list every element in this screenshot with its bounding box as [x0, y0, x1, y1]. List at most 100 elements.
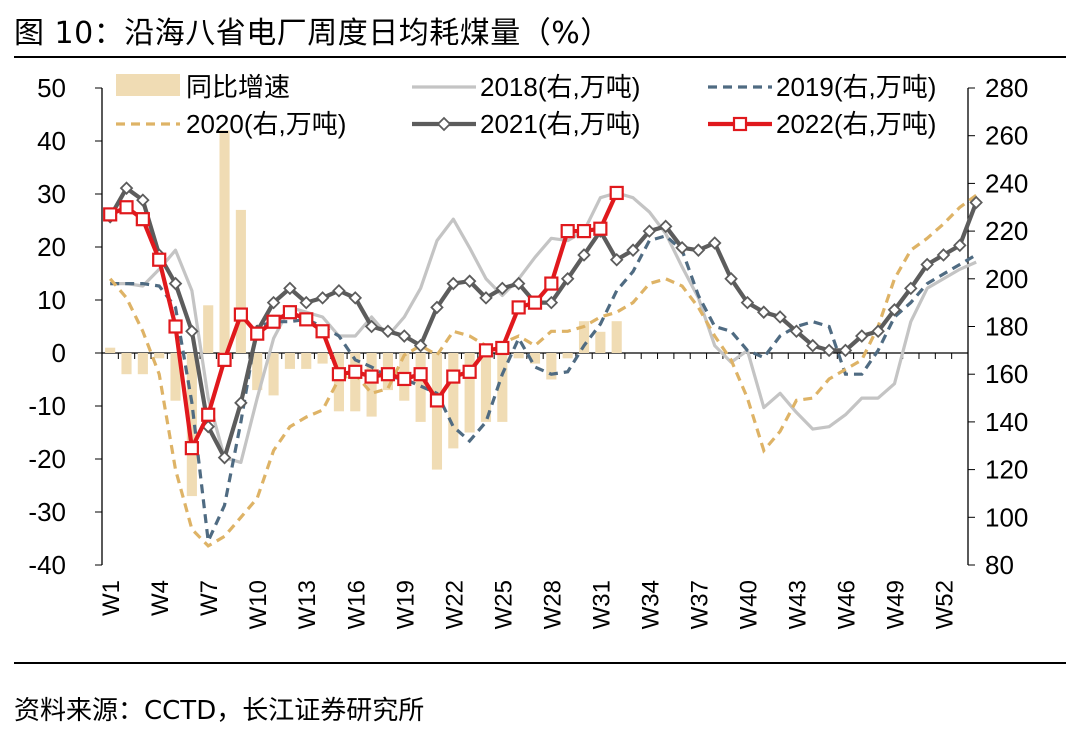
x-tick-label: W16	[343, 580, 370, 629]
legend-2021-label: 2021(右,万吨)	[480, 109, 640, 139]
bar	[546, 353, 557, 380]
series-2021-marker	[756, 305, 771, 319]
right-tick-label: 140	[985, 407, 1028, 437]
left-tick-label: 30	[37, 179, 66, 209]
x-tick-label: W43	[784, 580, 811, 629]
series-2022-marker	[429, 393, 445, 408]
bar	[252, 353, 263, 391]
legend-2022-label: 2022(右,万吨)	[776, 109, 936, 139]
series-2022-marker	[250, 326, 265, 341]
series-2021-marker	[936, 248, 951, 262]
series-2021-marker	[119, 181, 134, 195]
left-tick-label: 40	[37, 126, 66, 156]
legend-bars-label: 同比增速	[186, 72, 290, 102]
legend-2020-label: 2020(右,万吨)	[186, 109, 346, 139]
series-2021-marker	[773, 310, 787, 324]
series-2021-marker	[479, 291, 493, 305]
right-tick-label: 260	[985, 121, 1028, 151]
series-2021-marker	[446, 276, 461, 291]
bottom-rule	[14, 662, 1066, 664]
source-note: 资料来源：CCTD，长江证券研究所	[14, 696, 425, 726]
series-2022-marker	[217, 352, 232, 367]
series-2021-marker	[136, 193, 150, 207]
bar	[105, 347, 116, 353]
bar	[186, 353, 197, 497]
series-2021-marker	[609, 252, 624, 267]
series-2021-marker	[348, 291, 363, 305]
series-2022-marker	[233, 307, 248, 322]
series-2022-marker	[478, 343, 494, 358]
series-2021-marker	[642, 224, 657, 238]
legend-2022-marker	[732, 116, 748, 132]
bar	[154, 353, 165, 359]
bar	[464, 353, 475, 433]
series-2022-marker	[201, 407, 216, 422]
series-2021-marker	[283, 281, 297, 296]
x-tick-label: W1	[98, 580, 125, 616]
bar	[562, 353, 573, 359]
x-tick-label: W46	[833, 580, 860, 629]
series-2021-marker	[430, 300, 444, 315]
series-2022-marker	[495, 340, 510, 356]
x-tick-label: W52	[931, 580, 958, 629]
bar	[235, 209, 246, 353]
title-rule	[14, 56, 1066, 58]
series-2022-marker	[152, 252, 167, 267]
legend-2018-label: 2018(右,万吨)	[480, 72, 640, 102]
right-tick-label: 160	[985, 359, 1028, 389]
series-2021-marker	[168, 276, 183, 291]
bar	[284, 353, 295, 369]
series-2021-marker	[691, 243, 706, 257]
right-tick-label: 100	[985, 502, 1028, 532]
figure-title: 图 10：沿海八省电厂周度日均耗煤量（%）	[14, 16, 611, 51]
bar	[170, 353, 181, 401]
series-2022-marker	[348, 364, 363, 379]
series-2022-marker	[397, 371, 412, 387]
x-tick-label: W49	[882, 580, 909, 629]
series-2022-marker	[413, 367, 428, 382]
series-2021-marker	[969, 195, 983, 210]
series-2022-marker	[462, 364, 477, 379]
series-2022-marker	[364, 369, 379, 384]
x-tick-label: W25	[490, 580, 517, 629]
left-tick-label: -10	[28, 391, 66, 421]
right-tick-label: 240	[985, 168, 1028, 198]
x-tick-label: W4	[147, 580, 174, 616]
series-2022-marker	[609, 185, 624, 201]
series-2021-marker	[658, 219, 673, 234]
series-2022-marker	[544, 276, 559, 291]
series-2021-marker	[299, 295, 314, 310]
x-tick-label: W13	[294, 580, 321, 629]
x-tick-label: W28	[539, 580, 566, 629]
series-2021-marker	[675, 241, 689, 255]
x-tick-label: W40	[735, 580, 762, 629]
series-2020-line	[108, 194, 978, 548]
legend-bar-swatch	[116, 74, 180, 96]
bar	[121, 353, 132, 375]
left-tick-label: 10	[37, 285, 66, 315]
x-tick-label: W10	[245, 580, 272, 629]
series-2021-marker	[904, 281, 918, 296]
bar	[595, 331, 606, 353]
bar	[448, 353, 459, 449]
bar	[497, 353, 508, 422]
series-2021-marker	[920, 257, 934, 272]
series-2022-marker	[560, 224, 575, 239]
series-2021-marker	[740, 295, 755, 310]
series-2021-marker	[495, 281, 510, 296]
series-2021-marker	[544, 295, 559, 310]
series-2021-marker	[332, 283, 346, 298]
left-tick-label: 20	[37, 232, 66, 262]
legend: 同比增速 2018(右,万吨) 2019(右,万吨) 2020(右,万吨) 2021(右…	[116, 72, 936, 139]
series-2022-marker	[446, 369, 461, 384]
right-tick-label: 180	[985, 312, 1028, 342]
x-tick-label: W34	[637, 580, 664, 629]
series-2022-marker	[103, 207, 118, 222]
series-2022-marker	[511, 300, 526, 315]
bar	[137, 353, 148, 375]
bar	[578, 321, 590, 353]
series-2021-marker	[413, 338, 428, 353]
series-2022-marker	[168, 319, 183, 334]
series-2021-marker	[511, 276, 526, 291]
bar	[611, 321, 622, 353]
